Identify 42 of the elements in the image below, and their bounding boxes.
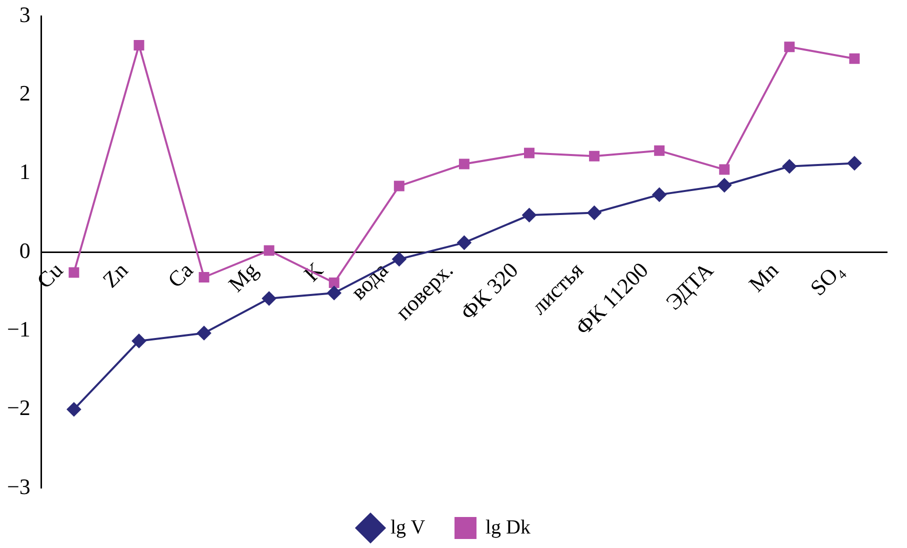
point <box>327 286 342 300</box>
point <box>719 164 730 175</box>
point <box>717 178 732 192</box>
point <box>328 278 340 288</box>
y-tick-label: −1 <box>6 316 30 342</box>
point <box>394 180 404 192</box>
y-tick-label: 2 <box>19 80 30 106</box>
x-tick-label: Zn <box>98 257 133 292</box>
point <box>66 402 81 416</box>
x-tick-label: Mn <box>744 257 784 297</box>
point <box>68 267 80 278</box>
point <box>587 206 602 220</box>
point <box>264 245 274 256</box>
point <box>524 148 534 158</box>
point <box>134 40 144 51</box>
y-tick-label: 0 <box>19 238 30 263</box>
y-tick-label: 3 <box>19 2 30 27</box>
x-tick-label: Ca <box>162 257 198 292</box>
point <box>654 145 665 156</box>
point <box>132 334 146 348</box>
point <box>392 252 406 266</box>
point <box>457 236 472 250</box>
y-tick-label: −2 <box>6 395 30 420</box>
point <box>847 156 862 170</box>
x-tick-label: Mg <box>223 257 263 297</box>
x-tick-label: SO₄ <box>805 257 848 300</box>
point <box>849 53 860 64</box>
point <box>652 188 666 202</box>
x-tick-label: ФК 320 <box>455 257 523 325</box>
point <box>197 326 212 340</box>
point <box>198 272 210 283</box>
y-tick-label: −3 <box>6 474 30 499</box>
point <box>262 291 276 306</box>
legend-label: lg V <box>390 516 426 538</box>
point <box>589 150 600 162</box>
x-tick-label: вода <box>346 257 393 304</box>
point <box>458 158 470 170</box>
point <box>784 42 795 52</box>
y-tick-label: 1 <box>19 159 30 184</box>
point <box>782 159 796 174</box>
point <box>522 208 536 222</box>
legend-label: lg Dk <box>486 516 530 538</box>
